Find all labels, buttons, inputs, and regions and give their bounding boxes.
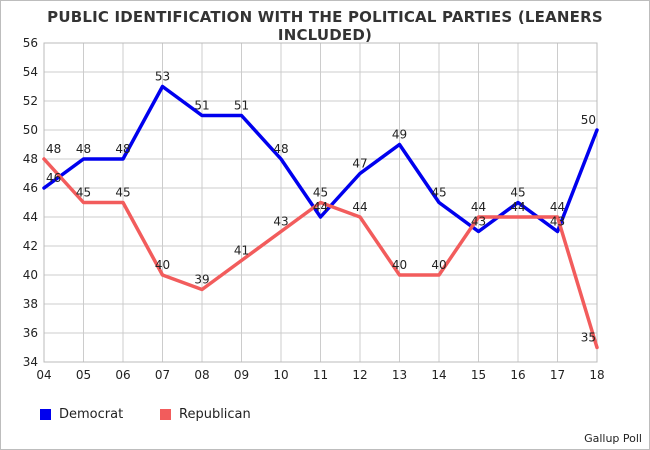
data-labels: 46 48 48 53 51 51 48 44 47 49 45 43 45 43 50 48 45 45 40 39… xyxy=(46,70,596,345)
chart-title: PUBLIC IDENTIFICATION WITH THE POLITICAL… xyxy=(47,8,603,44)
data-label-democrat: 43 xyxy=(550,215,565,229)
y-tick-label: 56 xyxy=(23,36,38,50)
data-label-republican: 48 xyxy=(46,142,61,156)
series-line-democrat xyxy=(42,84,599,234)
data-label-republican: 44 xyxy=(510,200,525,214)
legend-label-democrat: Democrat xyxy=(59,407,124,422)
data-label-democrat: 46 xyxy=(46,171,61,185)
data-label-democrat: 45 xyxy=(510,186,525,200)
source-note: Gallup Poll xyxy=(584,432,642,445)
x-tick-label: 06 xyxy=(115,368,130,382)
x-tick-label: 07 xyxy=(155,368,170,382)
y-tick-label: 38 xyxy=(23,297,38,311)
plot-border xyxy=(43,42,598,363)
y-tick-label: 50 xyxy=(23,123,38,137)
x-tick-label: 04 xyxy=(36,368,51,382)
data-label-democrat: 45 xyxy=(431,186,446,200)
x-tick-label: 11 xyxy=(313,368,328,382)
democrat-swatch xyxy=(40,409,51,420)
data-label-republican: 44 xyxy=(352,200,367,214)
y-tick-label: 52 xyxy=(23,94,38,108)
data-label-democrat: 49 xyxy=(392,128,407,142)
data-label-democrat: 47 xyxy=(352,157,367,171)
x-axis-ticks: 04 05 06 07 08 09 10 11 12 13 14 15 16 17 18 xyxy=(36,368,604,382)
x-tick-label: 17 xyxy=(550,368,565,382)
data-label-republican: 45 xyxy=(76,186,91,200)
data-label-democrat: 43 xyxy=(471,215,486,229)
x-tick-label: 09 xyxy=(234,368,249,382)
y-tick-label: 36 xyxy=(23,326,38,340)
data-label-democrat: 48 xyxy=(76,142,91,156)
x-tick-label: 14 xyxy=(431,368,446,382)
y-tick-label: 54 xyxy=(23,65,38,79)
x-tick-label: 08 xyxy=(194,368,209,382)
data-label-democrat: 51 xyxy=(234,99,249,113)
data-label-republican: 40 xyxy=(155,258,170,272)
legend-item-republican: Republican xyxy=(160,407,251,422)
legend-label-republican: Republican xyxy=(179,407,251,422)
x-tick-label: 16 xyxy=(510,368,525,382)
data-label-republican: 35 xyxy=(581,331,596,345)
data-label-republican: 41 xyxy=(234,244,249,258)
x-tick-label: 05 xyxy=(76,368,91,382)
data-label-democrat: 44 xyxy=(313,200,328,214)
y-tick-label: 40 xyxy=(23,268,38,282)
y-tick-label: 48 xyxy=(23,152,38,166)
series-line-republican xyxy=(42,157,599,350)
x-tick-label: 13 xyxy=(392,368,407,382)
data-label-republican: 45 xyxy=(313,186,328,200)
data-label-democrat: 50 xyxy=(581,113,596,127)
data-label-republican: 43 xyxy=(273,215,288,229)
data-label-republican: 39 xyxy=(194,273,209,287)
data-label-republican: 44 xyxy=(550,200,565,214)
republican-swatch xyxy=(160,409,171,420)
y-tick-label: 34 xyxy=(23,355,38,369)
data-label-republican: 45 xyxy=(115,186,130,200)
legend-item-democrat: Democrat xyxy=(40,407,123,422)
y-tick-label: 44 xyxy=(23,210,38,224)
y-tick-label: 42 xyxy=(23,239,38,253)
x-tick-label: 10 xyxy=(273,368,288,382)
y-axis-ticks: 34 36 38 40 42 44 46 48 50 52 54 56 xyxy=(23,36,38,369)
x-tick-label: 18 xyxy=(589,368,604,382)
y-tick-label: 46 xyxy=(23,181,38,195)
data-label-republican: 44 xyxy=(471,200,486,214)
x-tick-label: 15 xyxy=(471,368,486,382)
data-label-republican: 40 xyxy=(431,258,446,272)
data-label-democrat: 51 xyxy=(194,99,209,113)
x-tick-label: 12 xyxy=(352,368,367,382)
series-lines xyxy=(42,84,599,350)
data-label-democrat: 48 xyxy=(115,142,130,156)
data-label-democrat: 53 xyxy=(155,70,170,84)
data-label-democrat: 48 xyxy=(273,142,288,156)
data-label-republican: 40 xyxy=(392,258,407,272)
